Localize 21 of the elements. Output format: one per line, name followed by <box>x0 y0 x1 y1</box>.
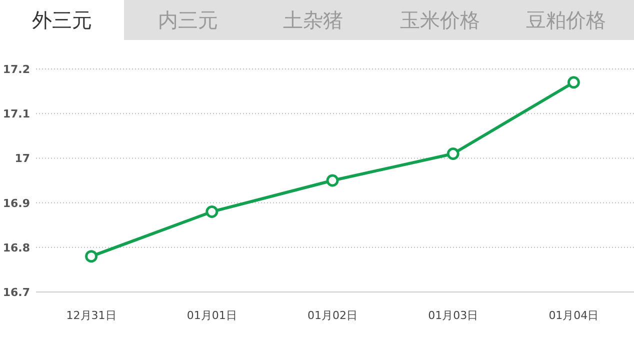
point <box>446 147 460 160</box>
x-tick-label: 01月02日 <box>308 309 358 322</box>
y-tick-label: 17 <box>14 152 30 166</box>
x-tick-label: 01月03日 <box>428 309 478 322</box>
text: 土杂猪 <box>283 8 343 32</box>
y-tick-label: 17.2 <box>2 63 30 76</box>
text: 豆粕价格 <box>526 8 606 32</box>
point <box>567 76 580 89</box>
y-tick-label: 16.9 <box>2 196 30 210</box>
chart-title: 外三元 <box>32 8 92 32</box>
text: 玉米价格 <box>400 8 480 32</box>
y-tick-label: 16.7 <box>2 286 30 299</box>
point <box>206 205 218 218</box>
y-tick-label: 17.1 <box>2 108 30 121</box>
x-tick-label: 01月01日 <box>186 309 237 322</box>
text: 内三元 <box>158 8 218 32</box>
x-tick-label: 12月31日 <box>66 309 116 322</box>
point <box>326 174 339 187</box>
point <box>85 250 98 263</box>
y-tick-label: 16.8 <box>2 241 30 254</box>
x-tick-label: 01月04日 <box>548 309 599 322</box>
